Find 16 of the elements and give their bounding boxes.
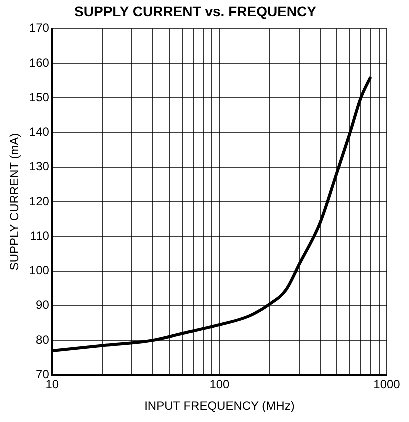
x-axis-title: INPUT FREQUENCY (MHz) [144,399,295,414]
y-tick-label: 140 [29,125,50,140]
y-tick-label: 150 [29,90,50,104]
x-tick-label: 10 [46,378,60,392]
y-axis-title: SUPPLY CURRENT (mA) [8,133,22,271]
x-tick-label: 100 [210,378,230,392]
y-tick-label: 80 [36,332,50,347]
y-tick-label: 90 [36,298,50,312]
chart-title: SUPPLY CURRENT vs. FREQUENCY [74,3,318,20]
y-tick-label: 130 [29,160,50,174]
y-tick-label: 170 [29,21,50,36]
y-tick-label: 110 [30,228,50,243]
y-tick-label: 120 [29,194,50,208]
x-tick-label: 1000 [374,378,401,392]
y-tick-label: 100 [29,264,50,278]
y-tick-label: 160 [29,56,50,70]
